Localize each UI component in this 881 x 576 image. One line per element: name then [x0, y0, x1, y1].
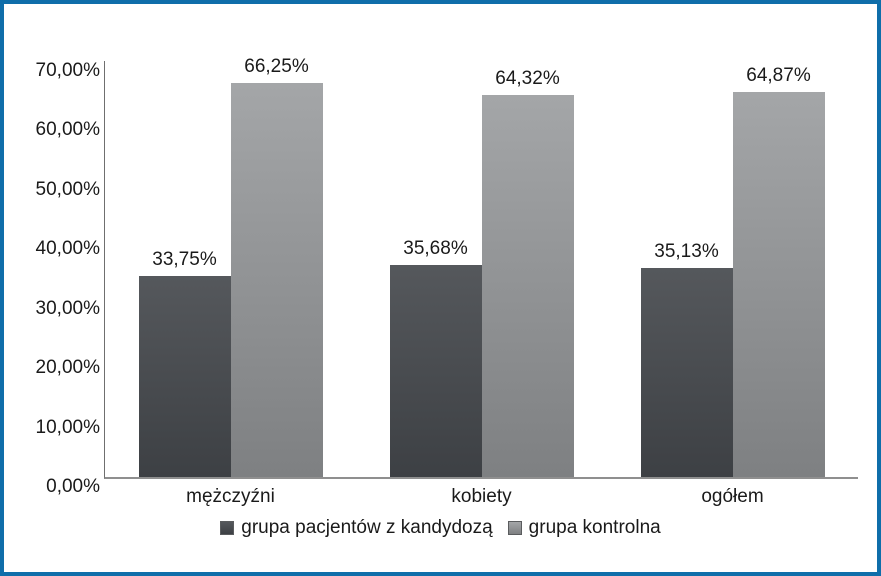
y-axis-tick-label: 50,00% — [35, 178, 100, 200]
legend-marker-icon — [507, 521, 522, 535]
bar-control-mężczyźni — [230, 83, 323, 477]
legend-item: grupa pacjentów z kandydozą — [220, 517, 493, 539]
category-label-ogółem: ogółem — [701, 486, 764, 507]
legend: grupa pacjentów z kandydozą grupa kontrol… — [4, 517, 877, 539]
bar-value-label: 66,25% — [244, 56, 309, 78]
y-axis-tick-label: 0,00% — [46, 476, 100, 497]
y-axis-tick-label: 40,00% — [35, 238, 100, 260]
legend-marker-icon — [220, 521, 235, 535]
y-axis-tick-label: 70,00% — [35, 60, 100, 81]
y-axis-tick-label: 30,00% — [35, 297, 100, 319]
bar-control-ogółem — [732, 91, 825, 477]
category-label-kobiety: kobiety — [451, 486, 512, 507]
bar-patients-ogółem — [640, 268, 733, 477]
legend-label: grupa pacjentów z kandydozą — [241, 517, 493, 538]
bar-patients-kobiety — [389, 264, 482, 477]
plot-area: 0,00% 10,00% 20,00% 30,00% 40,00% 50,00% 60,00… — [36, 56, 858, 507]
y-axis-tick-label: 20,00% — [35, 357, 100, 379]
bar-value-label: 35,13% — [654, 241, 719, 263]
bar-value-label: 64,87% — [746, 64, 811, 86]
bar-patients-mężczyźni — [138, 276, 231, 477]
bar-control-kobiety — [481, 94, 574, 477]
category-label-mężczyźni: mężczyźni — [186, 486, 275, 507]
legend-label: grupa kontrolna — [528, 517, 661, 538]
bar-value-label: 64,32% — [495, 67, 560, 89]
bar-value-label: 35,68% — [403, 237, 468, 259]
bar-value-label: 33,75% — [152, 249, 217, 271]
legend-item: grupa kontrolna — [507, 517, 661, 539]
y-axis-tick-label: 10,00% — [35, 416, 100, 438]
y-axis-tick-label: 60,00% — [35, 119, 100, 141]
